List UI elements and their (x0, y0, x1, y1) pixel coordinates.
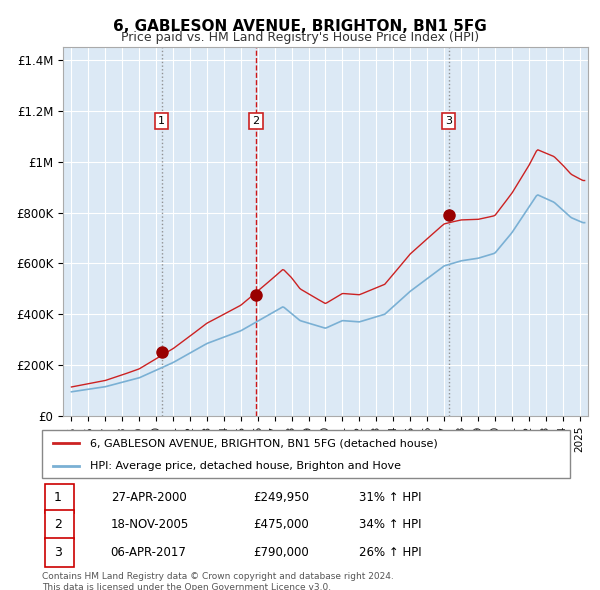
Text: 1: 1 (158, 116, 165, 126)
Text: 3: 3 (445, 116, 452, 126)
Text: 2: 2 (252, 116, 259, 126)
Text: £249,950: £249,950 (253, 491, 309, 504)
Text: £790,000: £790,000 (253, 546, 309, 559)
Text: 3: 3 (54, 546, 62, 559)
Text: 27-APR-2000: 27-APR-2000 (110, 491, 187, 504)
FancyBboxPatch shape (44, 538, 74, 567)
Text: £475,000: £475,000 (253, 518, 309, 531)
Text: 31% ↑ HPI: 31% ↑ HPI (359, 491, 421, 504)
Text: 6, GABLESON AVENUE, BRIGHTON, BN1 5FG (detached house): 6, GABLESON AVENUE, BRIGHTON, BN1 5FG (d… (89, 438, 437, 448)
Text: 2: 2 (54, 518, 62, 531)
FancyBboxPatch shape (42, 430, 570, 478)
Text: 34% ↑ HPI: 34% ↑ HPI (359, 518, 421, 531)
Text: Price paid vs. HM Land Registry's House Price Index (HPI): Price paid vs. HM Land Registry's House … (121, 31, 479, 44)
FancyBboxPatch shape (44, 510, 74, 539)
Text: HPI: Average price, detached house, Brighton and Hove: HPI: Average price, detached house, Brig… (89, 461, 401, 471)
Text: 18-NOV-2005: 18-NOV-2005 (110, 518, 189, 531)
Text: 06-APR-2017: 06-APR-2017 (110, 546, 187, 559)
Text: Contains HM Land Registry data © Crown copyright and database right 2024.
This d: Contains HM Land Registry data © Crown c… (42, 572, 394, 590)
FancyBboxPatch shape (44, 484, 74, 513)
Text: 1: 1 (54, 491, 62, 504)
Text: 26% ↑ HPI: 26% ↑ HPI (359, 546, 421, 559)
Text: 6, GABLESON AVENUE, BRIGHTON, BN1 5FG: 6, GABLESON AVENUE, BRIGHTON, BN1 5FG (113, 19, 487, 34)
